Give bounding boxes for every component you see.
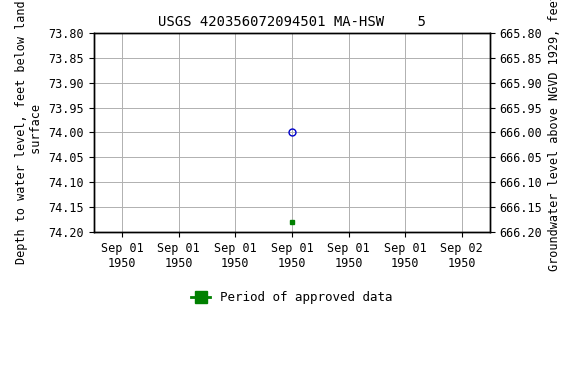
Title: USGS 420356072094501 MA-HSW    5: USGS 420356072094501 MA-HSW 5 xyxy=(158,15,426,29)
Y-axis label: Groundwater level above NGVD 1929, feet: Groundwater level above NGVD 1929, feet xyxy=(548,0,561,271)
Y-axis label: Depth to water level, feet below land
 surface: Depth to water level, feet below land su… xyxy=(15,1,43,264)
Legend: Period of approved data: Period of approved data xyxy=(186,286,397,309)
